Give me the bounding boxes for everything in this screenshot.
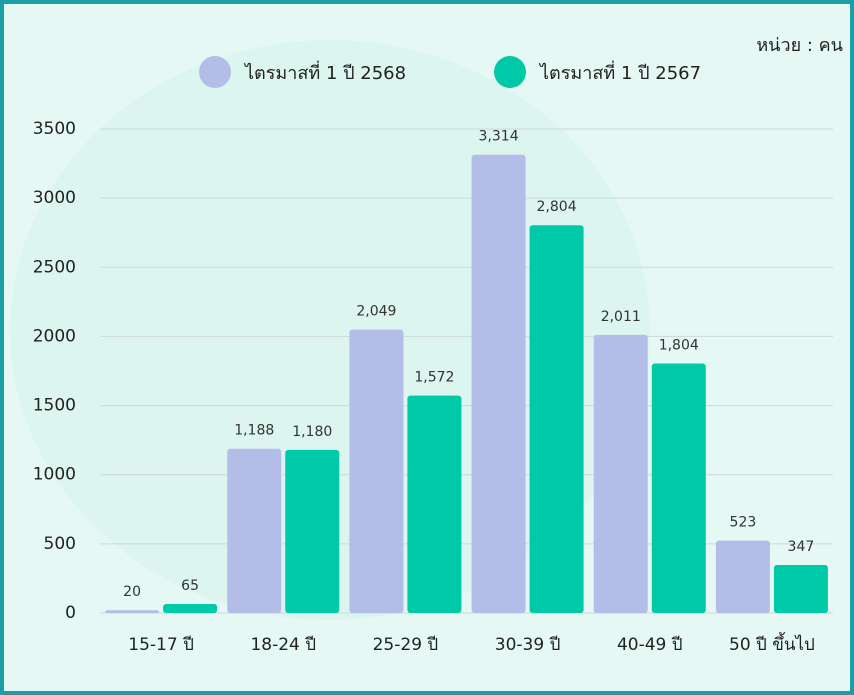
x-tick-label: 15-17 ปี xyxy=(128,635,194,655)
bar xyxy=(471,154,526,614)
value-label: 1,572 xyxy=(414,370,454,386)
y-tick-label: 2500 xyxy=(33,257,76,277)
value-label: 1,804 xyxy=(659,338,699,354)
value-label: 3,314 xyxy=(479,129,519,145)
y-tick-label: 1000 xyxy=(33,465,76,485)
bar xyxy=(593,334,648,613)
value-label: 65 xyxy=(181,578,199,594)
value-label: 2,011 xyxy=(601,309,641,325)
bar xyxy=(163,604,218,613)
x-tick-label: 50 ปี ขึ้นไป xyxy=(729,632,815,655)
value-label: 1,180 xyxy=(292,424,332,440)
bar xyxy=(529,225,584,613)
value-label: 20 xyxy=(123,584,141,600)
bar xyxy=(349,329,404,613)
x-tick-label: 40-49 ปี xyxy=(617,635,683,655)
value-label: 1,188 xyxy=(234,423,274,439)
bar xyxy=(407,395,462,613)
y-tick-label: 1500 xyxy=(33,396,76,416)
y-tick-label: 500 xyxy=(44,534,76,554)
y-tick-label: 3500 xyxy=(33,119,76,139)
legend-label: ไตรมาสที่ 1 ปี 2568 xyxy=(243,60,406,84)
value-label: 347 xyxy=(788,539,815,555)
bar xyxy=(773,565,828,613)
x-tick-label: 18-24 ปี xyxy=(250,635,316,655)
y-tick-label: 3000 xyxy=(33,188,76,208)
bar xyxy=(715,540,770,613)
legend-label: ไตรมาสที่ 1 ปี 2567 xyxy=(538,60,701,84)
bar xyxy=(105,610,160,613)
value-label: 2,804 xyxy=(537,199,577,215)
bar xyxy=(227,448,282,613)
legend-swatch xyxy=(199,56,231,88)
value-label: 523 xyxy=(730,515,757,531)
legend-swatch xyxy=(494,56,526,88)
x-tick-label: 30-39 ปี xyxy=(495,635,561,655)
bar xyxy=(651,363,706,613)
unit-annotation: หน่วย : คน xyxy=(756,35,843,56)
y-tick-label: 0 xyxy=(65,603,76,623)
y-tick-label: 2000 xyxy=(33,326,76,346)
bar xyxy=(285,449,340,613)
x-tick-label: 25-29 ปี xyxy=(373,635,439,655)
value-label: 2,049 xyxy=(356,304,396,320)
